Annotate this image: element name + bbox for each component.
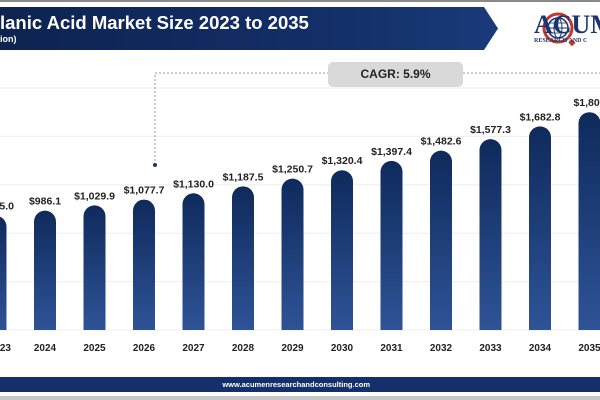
x-tick-2028: 2028 bbox=[232, 343, 255, 354]
data-label-2031: $1,397.4 bbox=[371, 146, 412, 158]
x-tick-2027: 2027 bbox=[182, 343, 205, 354]
footer-url[interactable]: www.acumenresearchandconsulting.com bbox=[222, 380, 370, 389]
data-label-2029: $1,250.7 bbox=[272, 164, 313, 176]
bar-2033 bbox=[479, 139, 502, 330]
x-tick-2024: 2024 bbox=[34, 343, 57, 354]
bar-2023 bbox=[0, 216, 7, 330]
footer-band bbox=[0, 377, 600, 392]
x-tick-2023: 23 bbox=[0, 343, 11, 354]
bar-2024 bbox=[34, 210, 56, 330]
x-tick-2034: 2034 bbox=[529, 343, 552, 354]
x-tick-2030: 2030 bbox=[331, 343, 354, 354]
bar-2031 bbox=[380, 160, 403, 330]
chart-title: lanic Acid Market Size 2023 to 2035 bbox=[0, 12, 309, 33]
data-label-2025: $1,029.9 bbox=[74, 190, 115, 202]
logo-subtext: RESEARCH AND C bbox=[534, 38, 588, 44]
data-label-2028: $1,187.5 bbox=[223, 171, 264, 183]
x-tick-2029: 2029 bbox=[281, 343, 304, 354]
globe-logo-icon bbox=[542, 12, 576, 47]
data-label-2023: 5.0 bbox=[0, 201, 14, 213]
bottom-border bbox=[0, 396, 600, 400]
data-label-2030: $1,320.4 bbox=[322, 155, 363, 167]
top-border bbox=[0, 0, 600, 2]
data-label-2027: $1,130.0 bbox=[173, 178, 214, 190]
bar-2032 bbox=[430, 150, 452, 330]
x-tick-2025: 2025 bbox=[83, 343, 106, 354]
bar-2029 bbox=[281, 178, 304, 330]
chart-subtitle: ion) bbox=[0, 34, 17, 44]
x-tick-2032: 2032 bbox=[430, 343, 453, 354]
bar-2034 bbox=[529, 126, 551, 330]
data-label-2035: $1,800 bbox=[573, 97, 600, 109]
bar-2026 bbox=[133, 199, 155, 330]
data-label-2033: $1,577.3 bbox=[470, 124, 511, 136]
x-tick-2035: 2035 bbox=[578, 343, 600, 354]
x-tick-2026: 2026 bbox=[133, 343, 156, 354]
cagr-connector-dot bbox=[153, 163, 157, 167]
title-banner bbox=[0, 7, 498, 50]
bar-2027 bbox=[182, 193, 205, 330]
x-tick-2031: 2031 bbox=[380, 343, 403, 354]
bar-2030 bbox=[331, 170, 353, 330]
data-label-2034: $1,682.8 bbox=[520, 111, 561, 123]
bar-2025 bbox=[83, 205, 106, 330]
data-label-2024: $986.1 bbox=[29, 196, 61, 208]
cagr-badge: CAGR: 5.9% bbox=[328, 62, 463, 87]
data-label-2026: $1,077.7 bbox=[124, 185, 165, 197]
bar-2028 bbox=[232, 186, 254, 330]
data-label-2032: $1,482.6 bbox=[421, 136, 462, 148]
bar-2035 bbox=[578, 112, 600, 330]
logo-text: ACUM bbox=[534, 10, 600, 39]
x-tick-2033: 2033 bbox=[479, 343, 502, 354]
